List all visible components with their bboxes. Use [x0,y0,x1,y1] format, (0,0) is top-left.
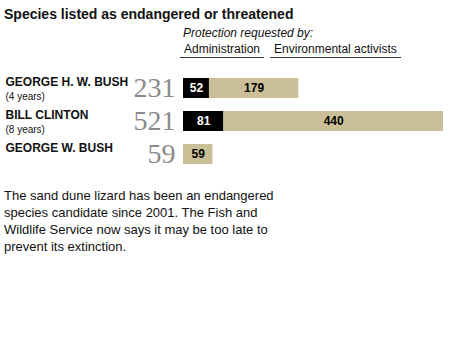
svg-text:GEORGE H. W. BUSH: GEORGE H. W. BUSH [6,75,129,89]
svg-text:179: 179 [244,81,264,95]
svg-text:521: 521 [134,105,176,136]
svg-text:59: 59 [192,147,206,161]
svg-text:GEORGE W. BUSH: GEORGE W. BUSH [6,141,113,155]
html-text:Species listed as endangered o: Species listed as endangered or threaten… [4,6,294,22]
html-text:Environmental activists: Environmental activists [274,42,397,56]
svg-text:440: 440 [324,114,344,128]
svg-text:52: 52 [190,81,204,95]
svg-text:59: 59 [148,138,176,169]
html-text:Administration: Administration [184,42,260,56]
svg-text:231: 231 [134,72,176,103]
html-text:The sand dune lizard has been: The sand dune lizard has been an endange… [4,188,274,254]
svg-text:(8 years): (8 years) [6,124,45,135]
svg-text:(4 years): (4 years) [6,91,45,102]
svg-text:BILL CLINTON: BILL CLINTON [6,108,89,122]
html-text:Protection requested by:: Protection requested by: [183,26,314,40]
svg-text:81: 81 [197,114,211,128]
